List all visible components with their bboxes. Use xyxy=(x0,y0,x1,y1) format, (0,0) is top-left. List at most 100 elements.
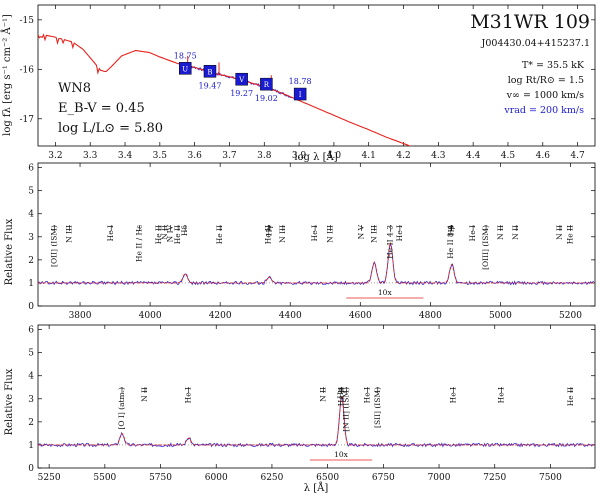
red-xtick-label: 6250 xyxy=(260,473,283,483)
red-ytick-label: 4 xyxy=(28,372,34,382)
photometry-mag-I: 18.78 xyxy=(289,77,312,86)
sed-xtick-label: 3.3 xyxy=(83,151,98,161)
blue-line-id: N III xyxy=(65,225,74,243)
red-line-id: [O I] (atm.) xyxy=(117,387,126,430)
sed-xlabel: log λ [Å] xyxy=(294,151,337,163)
blue-curves: 10x xyxy=(37,242,595,299)
reddening: E_B-V = 0.45 xyxy=(58,101,145,116)
photometry-box-R xyxy=(260,77,273,91)
sed-xtick-label: 4.4 xyxy=(466,151,481,161)
red-ytick-label: 1 xyxy=(28,441,34,451)
photometry-mag-R: 19.02 xyxy=(255,94,278,103)
red-xtick-label: 7250 xyxy=(483,473,506,483)
blue-xtick-label: 4400 xyxy=(279,311,302,321)
optical-red-panel: Relative Flux λ [Å] 5250 5500 5750 6000 6250… xyxy=(4,324,596,494)
blue-line-id: He II xyxy=(215,225,224,244)
blue-line-id: N III xyxy=(369,225,378,243)
sed-ytick-label: -16 xyxy=(20,65,35,75)
red-xtick-label: 6000 xyxy=(205,473,228,483)
blue-scale-label: 10x xyxy=(378,288,393,297)
sed-ytick-label: -15 xyxy=(20,16,35,26)
sed-xtick-label: 4.5 xyxy=(501,151,516,161)
star-name: M31WR 109 xyxy=(470,11,590,33)
photometry-mag-U: 18.75 xyxy=(174,51,197,60)
sed-panel: log fλ [erg s⁻¹ cm⁻² Å⁻¹] log λ [Å] 3.2 3… xyxy=(1,4,596,163)
blue-xtick-label: 5000 xyxy=(489,311,512,321)
blue-line-id: [OII] (ISM) xyxy=(49,225,58,267)
photometry-band-I: I xyxy=(299,91,302,99)
red-ticks: 5250 5500 5750 6000 6250 6500 6750 7000 7250 7500… xyxy=(28,325,595,483)
red-line-id: N II xyxy=(319,387,328,402)
sed-xtick-label: 4.0 xyxy=(327,151,342,161)
red-line-id: He I xyxy=(362,387,371,403)
blue-line-id: He I xyxy=(106,225,115,241)
blue-line-id: N IV xyxy=(165,224,174,242)
red-line-id: [N II] (ISM) xyxy=(341,387,350,432)
red-line-id: He I xyxy=(184,387,193,403)
red-model-spectrum xyxy=(38,397,594,446)
red-xlabel: λ [Å] xyxy=(304,482,329,494)
blue-line-id: N V xyxy=(357,224,366,239)
blue-line-id: Hδ xyxy=(180,225,189,237)
blue-xtick-label: 4200 xyxy=(209,311,232,321)
red-line-id: He I xyxy=(449,387,458,403)
blue-line-id: He II 4-3 xyxy=(385,225,394,259)
sed-xtick-label: 3.6 xyxy=(187,151,202,161)
red-xtick-label: 7000 xyxy=(428,473,451,483)
sed-ylabel: log fλ [erg s⁻¹ cm⁻² Å⁻¹] xyxy=(1,14,13,136)
blue-ytick-label: 5 xyxy=(28,187,34,197)
star-coordinates: J004430.04+415237.1 xyxy=(481,38,590,49)
photometry-band-U: U xyxy=(182,65,188,73)
blue-line-id: He II xyxy=(264,225,273,244)
blue-xtick-label: 4000 xyxy=(139,311,162,321)
spectral-type: WN8 xyxy=(58,81,91,96)
red-xtick-label: 5250 xyxy=(38,473,61,483)
blue-line-id: N II xyxy=(555,225,564,240)
blue-observed-spectrum xyxy=(37,242,594,286)
param-rt: log Rt/R⊙ = 1.5 xyxy=(508,75,584,86)
sed-xtick-label: 3.2 xyxy=(48,151,62,161)
blue-line-id: He II xyxy=(154,225,163,244)
luminosity: log L/L⊙ = 5.80 xyxy=(58,121,163,136)
sed-model-line xyxy=(38,33,412,146)
red-line-id: [SII] (ISM) xyxy=(373,387,382,428)
sed-xtick-label: 3.7 xyxy=(222,151,237,161)
red-line-id: Hα xyxy=(336,387,345,399)
red-ytick-label: 6 xyxy=(28,326,34,336)
photometry-box-I xyxy=(293,87,307,101)
blue-ytick-label: 6 xyxy=(28,164,34,174)
red-ytick-label: 3 xyxy=(28,395,34,405)
param-tstar: T* = 35.5 kK xyxy=(522,60,585,71)
red-xtick-label: 6500 xyxy=(316,473,339,483)
blue-ytick-label: 4 xyxy=(28,210,34,220)
blue-line-id: Hγ xyxy=(265,224,274,236)
blue-ticks: 3800 4000 4200 4400 4600 4800 5000 5200 0 1 2 3 4 5 6 xyxy=(28,163,595,321)
photometry-mag-B: 19.47 xyxy=(199,81,222,90)
red-xtick-label: 5750 xyxy=(149,473,172,483)
blue-xtick-label: 3800 xyxy=(69,311,92,321)
blue-line-id: N III xyxy=(326,225,335,243)
blue-line-id: He II xyxy=(173,225,182,244)
sed-xtick-label: 3.8 xyxy=(257,151,272,161)
photometry-band-V: V xyxy=(238,76,245,84)
blue-line-id: N II xyxy=(496,225,505,240)
red-frame xyxy=(37,324,596,469)
blue-line-id: He II 8-4 xyxy=(446,225,455,259)
red-line-id: He II xyxy=(566,387,575,406)
red-ytick-label: 2 xyxy=(28,418,34,428)
sed-xtick-label: 4.1 xyxy=(362,151,376,161)
optical-blue-panel: Relative Flux 3800 4000 4200 4400 4600 4800 50… xyxy=(4,162,596,321)
blue-ytick-label: 0 xyxy=(28,302,34,312)
photometry-mag-V: 19.27 xyxy=(230,89,253,98)
blue-line-id: He I xyxy=(310,225,319,241)
red-scale-label: 10x xyxy=(334,450,349,459)
sed-xtick-label: 3.4 xyxy=(118,151,133,161)
red-xtick-label: 5500 xyxy=(93,473,116,483)
photometry-box-B xyxy=(203,65,217,78)
blue-ylabel: Relative Flux xyxy=(4,218,15,285)
blue-line-id: He II xyxy=(565,225,574,244)
blue-line-id: He II / Hε xyxy=(135,225,144,262)
sed-photometry: U 18.75 B 19.47 V 19.27 R 19.02 I 18.78 xyxy=(174,51,312,103)
